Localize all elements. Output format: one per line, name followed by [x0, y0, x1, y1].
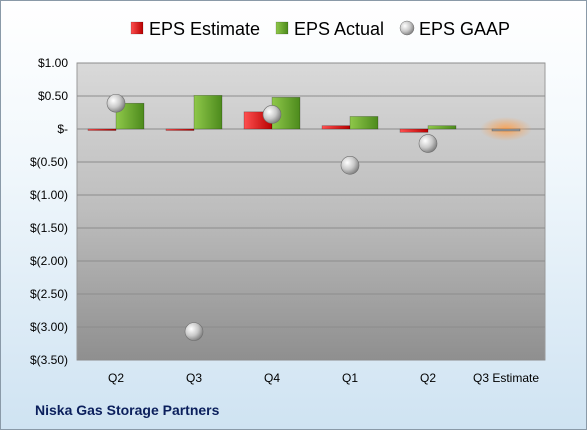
eps-actual-bar	[349, 116, 379, 130]
plot-area	[76, 62, 546, 361]
y-tick-label: $(0.50)	[30, 155, 68, 169]
legend-actual-label: EPS Actual	[294, 19, 384, 39]
y-tick-label: $(3.50)	[30, 353, 68, 367]
y-tick-label: $0.50	[38, 89, 68, 103]
legend: EPS Estimate EPS Actual EPS GAAP	[130, 19, 510, 39]
eps-estimate-bar	[399, 128, 429, 133]
y-tick-label: $-	[57, 122, 68, 136]
legend-gaap-label: EPS GAAP	[419, 19, 510, 39]
y-tick-label: $(1.50)	[30, 221, 68, 235]
eps-gaap-point	[184, 322, 204, 341]
eps-gaap-point	[262, 105, 282, 124]
legend-estimate-swatch	[130, 21, 144, 35]
x-axis-tick-labels: Q2 Q3 Q4 Q1 Q2 Q3 Estimate	[108, 371, 539, 385]
eps-estimate-bar	[321, 125, 351, 130]
x-tick-label: Q1	[342, 371, 358, 385]
x-tick-label: Q3 Estimate	[473, 371, 539, 385]
legend-estimate-label: EPS Estimate	[149, 19, 260, 39]
eps-gaap-point	[340, 156, 360, 175]
legend-actual-swatch	[275, 21, 289, 35]
y-tick-label: $(2.50)	[30, 287, 68, 301]
y-tick-label: $1.00	[38, 56, 68, 70]
x-tick-label: Q4	[264, 371, 280, 385]
x-tick-label: Q3	[186, 371, 202, 385]
y-tick-label: $(1.00)	[30, 188, 68, 202]
y-axis-tick-labels: $1.00 $0.50 $- $(0.50) $(1.00) $(1.50) $(2.00)…	[30, 56, 68, 367]
legend-gaap-swatch	[399, 20, 415, 36]
company-name: Niska Gas Storage Partners	[35, 402, 220, 418]
eps-actual-bar	[427, 125, 457, 130]
y-tick-label: $(2.00)	[30, 254, 68, 268]
x-tick-label: Q2	[108, 371, 124, 385]
eps-estimate-bar	[87, 128, 117, 131]
eps-gaap-point	[106, 93, 126, 113]
eps-estimate-bar	[165, 128, 195, 131]
eps-actual-bar	[193, 95, 223, 130]
gridlines	[77, 62, 545, 361]
x-tick-label: Q2	[420, 371, 436, 385]
y-tick-label: $(3.00)	[30, 320, 68, 334]
eps-estimate-bar	[491, 128, 521, 132]
gaap-points	[106, 93, 438, 341]
eps-gaap-point	[418, 134, 438, 153]
